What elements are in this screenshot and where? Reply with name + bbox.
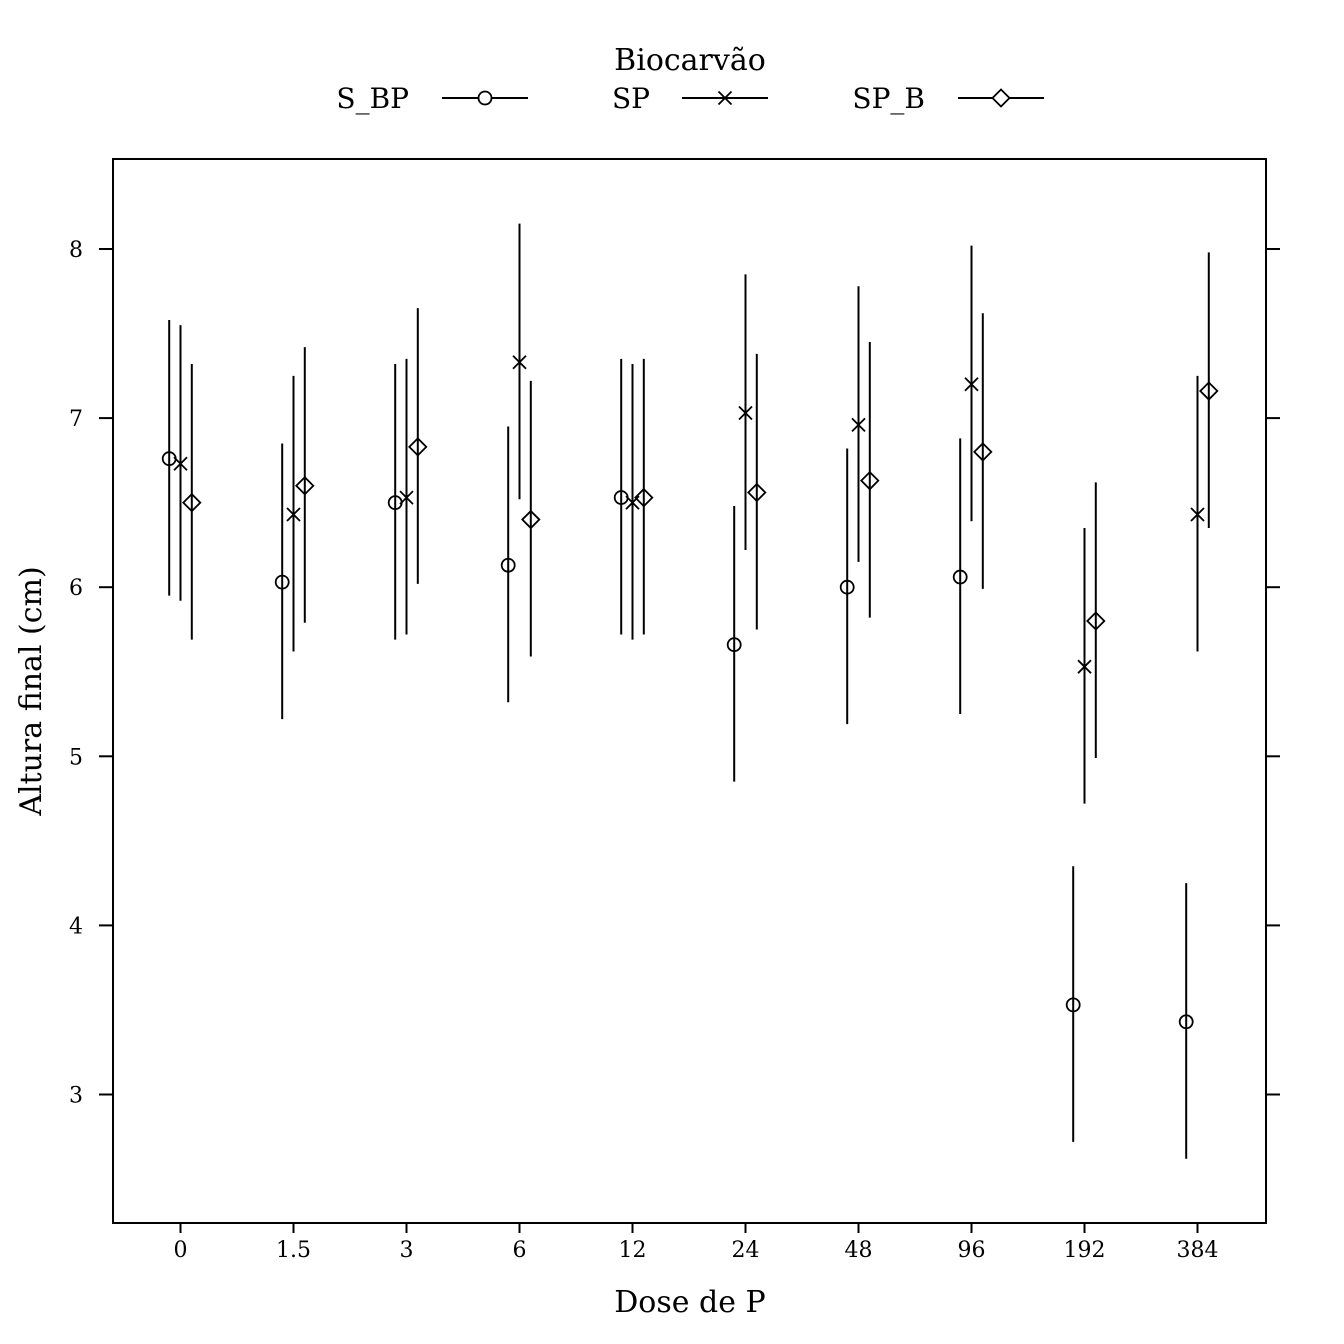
data-point xyxy=(839,579,855,595)
y-axis-title: Altura final (cm) xyxy=(14,566,49,816)
data-point xyxy=(860,470,880,491)
x-tick-label: 12 xyxy=(619,1238,647,1263)
x-tick-label: 6 xyxy=(513,1238,527,1263)
data-point xyxy=(521,509,541,530)
y-tick-label: 6 xyxy=(69,576,83,601)
data-point xyxy=(182,492,202,513)
legend-label: SP xyxy=(612,82,650,115)
data-point xyxy=(634,487,654,508)
x-tick-label: 0 xyxy=(174,1238,188,1263)
data-point xyxy=(173,456,188,471)
legend-entry-SP: SP xyxy=(612,82,768,115)
data-point xyxy=(274,574,290,590)
legend: Biocarvão S_BP SP SP_B xyxy=(336,43,1044,115)
data-point xyxy=(726,637,742,653)
x-tick-label: 192 xyxy=(1064,1238,1106,1263)
series-SP_B xyxy=(182,252,1219,758)
legend-entry-S_BP: S_BP xyxy=(336,82,528,115)
x-tick-label: 3 xyxy=(400,1238,414,1263)
data-point xyxy=(286,507,301,522)
data-point xyxy=(738,405,753,421)
x-tick-label: 384 xyxy=(1177,1238,1219,1263)
series-S_BP xyxy=(161,320,1194,1159)
data-point xyxy=(1199,381,1219,401)
data-point xyxy=(399,490,414,505)
data-point xyxy=(1178,1014,1194,1030)
y-tick-label: 7 xyxy=(69,407,83,432)
legend-marker xyxy=(991,88,1011,108)
x-axis: 0 1.5 3 6 12 24 48 96 192 384 xyxy=(174,1223,1219,1263)
series-SP xyxy=(173,223,1205,804)
data-point xyxy=(1190,507,1205,522)
data-point xyxy=(408,437,428,457)
y-tick-label: 3 xyxy=(69,1084,83,1109)
data-point xyxy=(851,417,866,433)
y-tick-label: 8 xyxy=(69,238,83,263)
data-point xyxy=(1086,611,1106,631)
x-tick-label: 48 xyxy=(845,1238,873,1263)
plot-marks xyxy=(161,223,1219,1159)
data-point xyxy=(964,377,979,392)
legend-title: Biocarvão xyxy=(614,43,766,78)
data-point xyxy=(295,475,315,496)
data-point xyxy=(952,569,968,585)
y-axis: 3 4 5 6 7 8 xyxy=(69,238,1280,1109)
legend-label: S_BP xyxy=(336,82,409,115)
x-tick-label: 24 xyxy=(732,1238,760,1263)
legend-marker xyxy=(477,90,493,106)
x-tick-label: 1.5 xyxy=(276,1238,311,1263)
data-point xyxy=(1077,659,1092,674)
legend-entries: S_BP SP SP_B xyxy=(336,82,1044,115)
data-point xyxy=(500,557,516,573)
data-point xyxy=(747,482,767,503)
legend-marker xyxy=(717,90,733,106)
y-tick-label: 4 xyxy=(69,914,83,939)
data-point xyxy=(512,355,527,370)
legend-label: SP_B xyxy=(852,82,925,115)
data-point xyxy=(973,442,993,462)
x-axis-title: Dose de P xyxy=(614,1285,765,1320)
legend-entry-SP_B: SP_B xyxy=(852,82,1044,115)
x-tick-label: 96 xyxy=(958,1238,986,1263)
y-tick-label: 5 xyxy=(69,745,83,770)
plot-frame xyxy=(112,158,1267,1224)
data-point xyxy=(1065,997,1081,1013)
